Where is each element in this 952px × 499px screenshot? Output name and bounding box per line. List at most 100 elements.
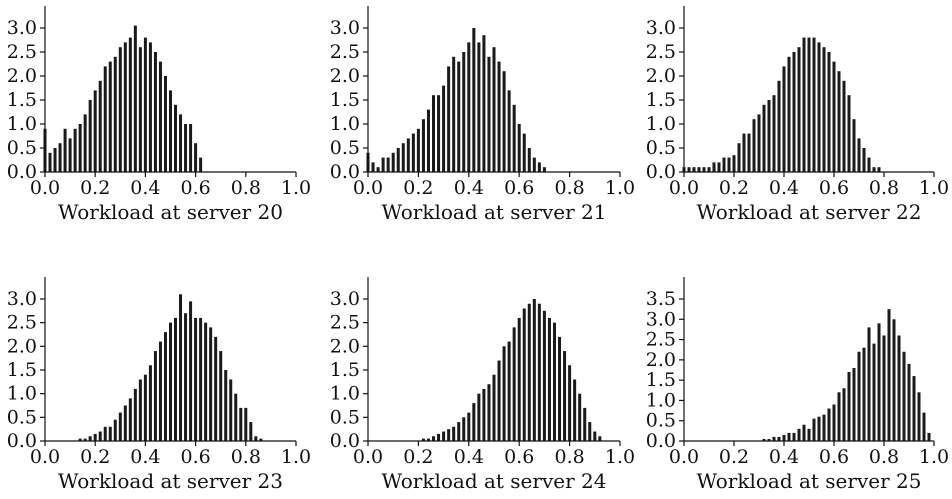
bar <box>199 317 203 441</box>
bar <box>108 61 112 172</box>
bar <box>852 367 856 441</box>
bar <box>401 143 405 172</box>
y-tick-label: 3.5 <box>646 288 676 310</box>
bar <box>812 418 816 441</box>
bar <box>229 379 233 441</box>
bar <box>912 376 916 441</box>
bar <box>527 303 531 441</box>
x-axis-title: Workload at server 21 <box>382 200 607 224</box>
x-tick-label: 0.8 <box>869 446 899 468</box>
bar <box>517 124 521 172</box>
bar <box>138 47 142 173</box>
bar <box>797 428 801 441</box>
y-tick-label: 2.0 <box>7 335 37 357</box>
bar <box>447 429 451 441</box>
y-tick-label: 0.5 <box>646 410 676 432</box>
bar <box>482 35 486 173</box>
bar <box>882 335 886 441</box>
y-tick-label: 2.0 <box>330 65 360 87</box>
x-tick-label: 0.4 <box>769 177 799 199</box>
bar <box>376 167 380 172</box>
bar <box>143 374 147 441</box>
bar <box>452 56 456 172</box>
bar <box>512 327 516 441</box>
bar <box>588 422 592 441</box>
subplot-server-21: 0.0 0.2 0.4 0.6 0.8 1.00.00.51.01.52.02.53.0W… <box>330 6 635 224</box>
bar <box>897 335 901 441</box>
bar <box>902 351 906 441</box>
y-tick-label: 0.0 <box>7 430 37 452</box>
bar <box>862 347 866 441</box>
y-tick-label: 1.5 <box>7 359 37 381</box>
bar <box>219 351 223 441</box>
bar <box>832 404 836 441</box>
bar <box>432 95 436 172</box>
bar <box>532 157 536 172</box>
bar <box>68 138 72 172</box>
bar <box>93 90 97 172</box>
bar <box>583 407 587 441</box>
bar <box>872 167 876 172</box>
bar <box>712 162 716 172</box>
bar <box>517 317 521 441</box>
subplot-server-22: 0.0 0.2 0.4 0.6 0.8 1.00.00.51.01.52.02.53.0W… <box>646 6 949 224</box>
bar <box>522 133 526 172</box>
bar <box>426 109 430 172</box>
subplot-server-20: 0.0 0.2 0.4 0.6 0.8 1.00.00.51.01.52.02.53.0W… <box>7 6 311 224</box>
bar <box>83 438 87 441</box>
y-tick-label: 1.5 <box>330 89 360 111</box>
y-tick-label: 1.0 <box>7 113 37 135</box>
bar <box>573 379 577 441</box>
x-tick-label: 0.6 <box>504 446 534 468</box>
y-tick-label: 0.5 <box>7 137 37 159</box>
bar <box>214 336 218 441</box>
bar <box>158 341 162 441</box>
x-tick-label: 0.6 <box>504 177 534 199</box>
bar <box>103 66 107 172</box>
bar <box>78 438 82 441</box>
bar <box>391 152 395 172</box>
bar <box>452 426 456 441</box>
bar <box>421 438 425 441</box>
bar <box>472 403 476 441</box>
y-tick-label: 2.5 <box>646 41 676 63</box>
bar <box>148 42 152 173</box>
bar <box>108 426 112 441</box>
bar <box>477 393 481 441</box>
y-tick-label: 1.0 <box>646 389 676 411</box>
bar <box>83 114 87 172</box>
bar <box>807 428 811 441</box>
x-axis-title: Workload at server 22 <box>697 200 922 224</box>
bar <box>467 412 471 441</box>
bar <box>457 61 461 172</box>
bar <box>847 372 851 441</box>
bar <box>842 388 846 441</box>
y-tick-label: 2.5 <box>330 41 360 63</box>
bar <box>158 61 162 172</box>
bar <box>189 301 193 441</box>
bar <box>123 405 127 441</box>
y-tick-label: 1.5 <box>646 369 676 391</box>
bar <box>442 431 446 441</box>
bar <box>437 433 441 441</box>
bar <box>78 124 82 172</box>
bar <box>199 157 203 172</box>
bar <box>867 327 871 441</box>
bar <box>482 388 486 441</box>
x-axis-title: Workload at server 23 <box>58 469 283 493</box>
subplot-server-23: 0.0 0.2 0.4 0.6 0.8 1.00.00.51.01.52.02.53.0W… <box>7 277 311 493</box>
bar <box>767 438 771 441</box>
bar <box>578 393 582 441</box>
bar <box>194 317 198 441</box>
bar <box>381 157 385 172</box>
bar <box>259 438 263 441</box>
y-tick-label: 0.0 <box>646 161 676 183</box>
bar <box>568 365 572 441</box>
y-tick-label: 0.0 <box>330 430 360 452</box>
bar <box>697 167 701 172</box>
bar <box>772 95 776 172</box>
bar <box>174 104 178 172</box>
bar <box>777 436 781 441</box>
bar <box>502 71 506 172</box>
y-tick-label: 1.5 <box>7 89 37 111</box>
